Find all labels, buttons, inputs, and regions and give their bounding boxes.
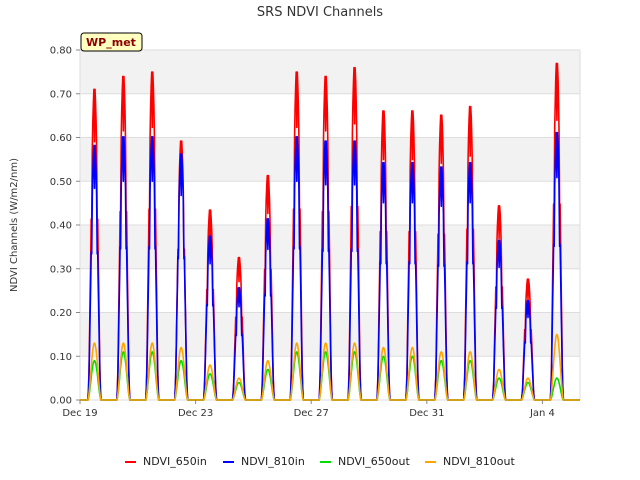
legend-label: NDVI_810out	[443, 455, 515, 468]
x-tick-label: Dec 19	[62, 408, 97, 419]
legend-item: NDVI_810in	[223, 455, 305, 468]
legend-label: NDVI_810in	[241, 455, 305, 468]
y-tick-label: 0.70	[50, 89, 72, 100]
x-tick-label: Dec 31	[409, 408, 444, 419]
y-tick-label: 0.50	[50, 177, 72, 188]
x-tick-label: Dec 23	[178, 408, 213, 419]
legend: NDVI_650in NDVI_810in NDVI_650out NDVI_810o…	[125, 455, 515, 468]
x-tick-label: Dec 27	[294, 408, 329, 419]
legend-label: NDVI_650in	[143, 455, 207, 468]
series-line-ndvi_810in	[80, 131, 580, 401]
grid-band	[80, 50, 580, 94]
x-tick-label: Jan 4	[529, 408, 555, 419]
y-tick-label: 0.00	[50, 396, 72, 407]
site-badge: WP_met	[80, 32, 143, 52]
series-line-ndvi_810out	[80, 333, 580, 401]
legend-item: NDVI_650in	[125, 455, 207, 468]
y-tick-label: 0.60	[50, 133, 72, 144]
y-axis-label: NDVI Channels (W/m2/nm)	[9, 158, 20, 292]
site-badge-box	[80, 32, 143, 52]
y-tick-label: 0.40	[50, 221, 72, 232]
series-group	[80, 62, 580, 401]
y-tick-label: 0.30	[50, 264, 72, 275]
legend-item: NDVI_650out	[320, 455, 410, 468]
legend-label: NDVI_650out	[338, 455, 410, 468]
legend-item: NDVI_810out	[425, 455, 515, 468]
x-axis-ticks: Dec 19 Dec 23 Dec 27 Dec 31 Jan 4	[62, 400, 555, 419]
y-tick-label: 0.10	[50, 352, 72, 363]
site-label: WP_met	[86, 36, 136, 49]
y-axis-ticks: 0.00 0.10 0.20 0.30 0.40 0.50 0.60 0.70 0.80	[50, 46, 80, 407]
grid-band	[80, 137, 580, 182]
y-tick-label: 0.20	[50, 308, 72, 319]
y-tick-label: 0.80	[50, 46, 72, 57]
chart-title: SRS NDVI Channels	[257, 5, 383, 20]
